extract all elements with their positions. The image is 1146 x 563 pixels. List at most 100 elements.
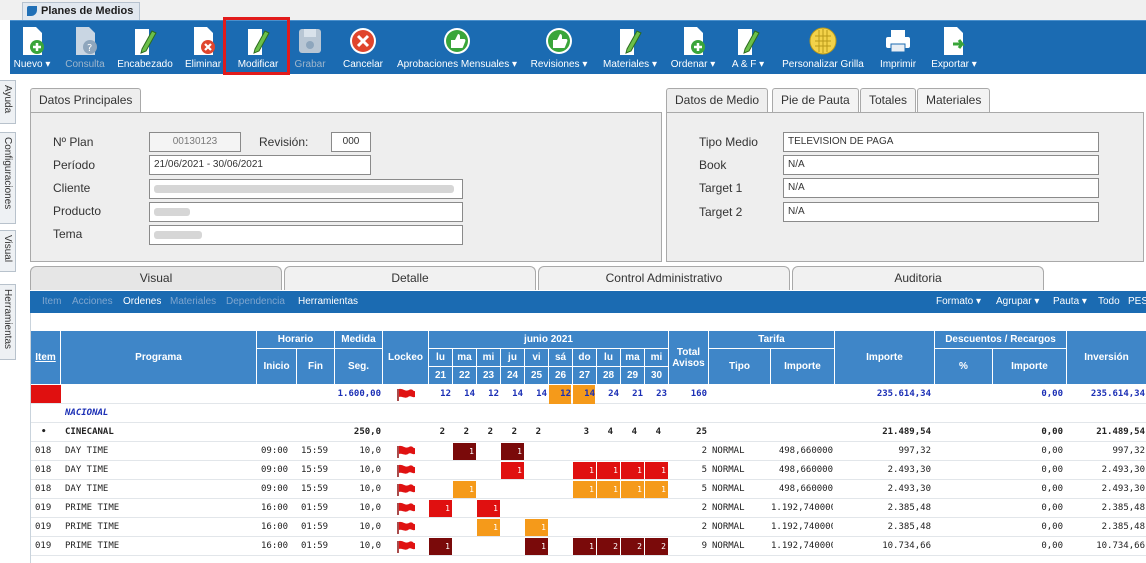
side-tab-ayuda[interactable]: Ayuda [0, 80, 16, 124]
tab-datos-principales[interactable]: Datos Principales [30, 88, 142, 113]
menu-dependencia[interactable]: Dependencia [226, 296, 285, 307]
spot-cell[interactable]: 1 [621, 481, 644, 498]
cliente-field[interactable] [149, 179, 463, 199]
plan-field[interactable]: 00130123 [149, 132, 241, 152]
table-row[interactable]: 018 DAY TIME 09:00 15:59 10,0 1 1 1 1 1 5 NORMAL 498… [31, 480, 1146, 499]
tab-materiales[interactable]: Materiales [917, 88, 991, 112]
header-desc-importe[interactable]: Importe [993, 349, 1067, 385]
menu-materiales[interactable]: Materiales [170, 296, 217, 307]
table-row[interactable]: 018 DAY TIME 09:00 15:59 10,0 1 1 1 1 1 5 NORMAL 498… [31, 461, 1146, 480]
lock-flag-icon[interactable] [396, 464, 416, 477]
header-tarifa-importe[interactable]: Importe [771, 349, 835, 385]
imprimir-button[interactable]: Imprimir [874, 21, 922, 75]
group-expand-marker[interactable]: • [41, 427, 47, 437]
menu-agrupar[interactable]: Agrupar ▾ [996, 296, 1040, 307]
spot-cell[interactable]: 1 [453, 443, 476, 460]
eliminar-button[interactable]: Eliminar [182, 21, 224, 75]
target-1-field[interactable]: N/A [783, 178, 1099, 198]
header-inicio[interactable]: Inicio [257, 349, 297, 385]
lock-flag-icon[interactable] [396, 388, 416, 401]
grabar-button[interactable]: Grabar [290, 21, 330, 75]
spot-cell[interactable]: 1 [573, 538, 596, 555]
menu-pauta[interactable]: Pauta ▾ [1053, 296, 1087, 307]
menu-ordenes[interactable]: Ordenes [123, 296, 162, 307]
day-number-header[interactable]: 22 [453, 367, 477, 385]
side-tab-visual[interactable]: Visual [0, 230, 16, 272]
menu-todo[interactable]: Todo [1098, 296, 1120, 307]
day-number-header[interactable]: 27 [573, 367, 597, 385]
day-number-header[interactable]: 21 [429, 367, 453, 385]
spot-cell[interactable]: 1 [597, 462, 620, 479]
table-row[interactable]: 019 PRIME TIME 16:00 01:59 10,0 1 1 2 NORMAL 1.19… [31, 518, 1146, 537]
tab-pie-de-pauta[interactable]: Pie de Pauta [772, 88, 859, 112]
aprobaciones-mensuales-button[interactable]: Aprobaciones Mensuales ▾ [394, 21, 520, 75]
spot-cell[interactable]: 2 [597, 538, 620, 555]
tema-field[interactable] [149, 225, 463, 245]
day-number-header[interactable]: 25 [525, 367, 549, 385]
lock-flag-icon[interactable] [396, 445, 416, 458]
book-field[interactable]: N/A [783, 155, 1099, 175]
periodo-field[interactable]: 21/06/2021 - 30/06/2021 [149, 155, 371, 175]
personalizar-grilla-button[interactable]: Personalizar Grilla [776, 21, 870, 75]
spot-cell[interactable]: 1 [501, 443, 524, 460]
spot-cell[interactable]: 1 [645, 481, 668, 498]
spot-cell[interactable]: 1 [477, 519, 500, 536]
header-item[interactable]: Item [31, 331, 61, 385]
spot-cell[interactable]: 1 [621, 462, 644, 479]
window-tab[interactable]: Planes de Medios [22, 2, 141, 20]
table-row[interactable]: 019 PRIME TIME 16:00 01:59 10,0 1 1 2 NORMAL 1.19… [31, 499, 1146, 518]
spot-cell[interactable]: 1 [573, 481, 596, 498]
lock-flag-icon[interactable] [396, 540, 416, 553]
encabezado-button[interactable]: Encabezado [114, 21, 176, 75]
tab-visual[interactable]: Visual [30, 266, 282, 290]
header-total-avisos[interactable]: Total Avisos [669, 331, 709, 385]
target-2-field[interactable]: N/A [783, 202, 1099, 222]
modificar-button[interactable]: Modificar [230, 21, 286, 75]
day-number-header[interactable]: 26 [549, 367, 573, 385]
spot-cell[interactable]: 2 [621, 538, 644, 555]
lock-flag-icon[interactable] [396, 483, 416, 496]
header-tipo[interactable]: Tipo [709, 349, 771, 385]
spot-cell[interactable]: 1 [429, 538, 452, 555]
menu-herramientas[interactable]: Herramientas [298, 296, 359, 307]
menu-item[interactable]: Item [42, 296, 62, 307]
tipo-medio-field[interactable]: TELEVISION DE PAGA [783, 132, 1099, 152]
spot-cell[interactable]: 1 [597, 481, 620, 498]
day-number-header[interactable]: 23 [477, 367, 501, 385]
spot-cell[interactable]: 2 [645, 538, 668, 555]
tab-datos-de-medio[interactable]: Datos de Medio [666, 88, 769, 113]
day-number-header[interactable]: 28 [597, 367, 621, 385]
ordenar-button[interactable]: Ordenar ▾ [666, 21, 720, 75]
spot-cell[interactable]: 1 [429, 500, 452, 517]
lock-flag-icon[interactable] [396, 502, 416, 515]
header-programa[interactable]: Programa [61, 331, 257, 385]
cancelar-button[interactable]: Cancelar [338, 21, 388, 75]
menu-pes[interactable]: PES [1128, 296, 1146, 307]
spot-cell[interactable]: 1 [453, 481, 476, 498]
tab-control-administrativo[interactable]: Control Administrativo [538, 266, 790, 290]
day-number-header[interactable]: 24 [501, 367, 525, 385]
producto-field[interactable] [149, 202, 463, 222]
header-pct[interactable]: % [935, 349, 993, 385]
spot-cell[interactable]: 1 [645, 462, 668, 479]
day-number-header[interactable]: 30 [645, 367, 669, 385]
header-lockeo[interactable]: Lockeo [383, 331, 429, 385]
header-importe[interactable]: Importe [835, 331, 935, 385]
table-row[interactable]: 019 PRIME TIME 16:00 01:59 10,0 1 1 1 2 2 2 9 NORMAL… [31, 537, 1146, 556]
revisiones-button[interactable]: Revisiones ▾ [526, 21, 592, 75]
menu-acciones[interactable]: Acciones [72, 296, 113, 307]
nuevo-button[interactable]: Nuevo ▾ [12, 21, 52, 75]
side-tab-configuraciones[interactable]: Configuraciones [0, 132, 16, 224]
spot-cell[interactable]: 1 [477, 500, 500, 517]
spot-cell[interactable]: 1 [525, 538, 548, 555]
header-seg[interactable]: Seg. [335, 349, 383, 385]
revision-field[interactable]: 000 [331, 132, 371, 152]
header-fin[interactable]: Fin [297, 349, 335, 385]
spot-cell[interactable]: 1 [501, 462, 524, 479]
tab-totales[interactable]: Totales [860, 88, 917, 112]
tab-detalle[interactable]: Detalle [284, 266, 536, 290]
group-row-cinecanal[interactable]: • CINECANAL 250,0 2 2 2 2 2 3 4 4 4 25 21.489,54 0,00 2… [31, 423, 1146, 442]
spot-cell[interactable]: 1 [573, 462, 596, 479]
materiales-button[interactable]: Materiales ▾ [598, 21, 662, 75]
spot-cell[interactable]: 1 [525, 519, 548, 536]
